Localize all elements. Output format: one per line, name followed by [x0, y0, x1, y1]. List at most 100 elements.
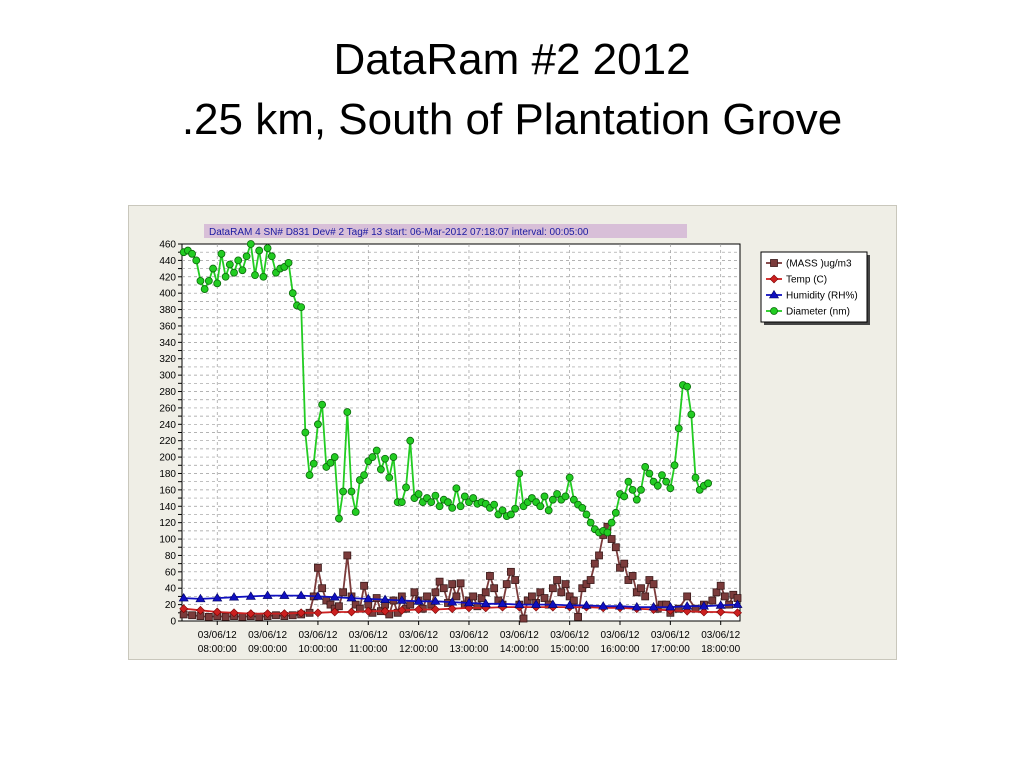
data-point-diameter-nm [628, 485, 637, 494]
data-point-humidity-rh [698, 601, 709, 610]
y-tick-label: 400 [159, 289, 176, 300]
data-point-mass-ug-m3 [674, 604, 683, 613]
data-point-mass-ug-m3 [339, 588, 348, 597]
data-point-humidity-rh [614, 601, 626, 610]
y-tick-label: 40 [165, 584, 177, 595]
legend-group: (MASS )ug/m3 Temp (C) Humidity (RH%) Diamet… [760, 251, 870, 325]
data-point-diameter-nm [347, 487, 356, 496]
y-tick-label: 100 [159, 535, 176, 546]
data-point-diameter-nm [314, 420, 322, 429]
data-point-mass-ug-m3 [435, 577, 444, 586]
data-point-diameter-nm [221, 272, 230, 281]
x-tick-label-time: 16:00:00 [601, 644, 640, 655]
y-tick-label: 0 [170, 617, 176, 628]
y-tick-label: 200 [159, 453, 176, 464]
data-point-humidity-rh [396, 595, 407, 604]
data-point-diameter-nm [469, 494, 478, 502]
dataram-chart: DataRAM 4 SN# D831 Dev# 2 Tag# 13 start:… [159, 224, 870, 655]
data-point-diameter-nm [683, 382, 692, 391]
data-point-diameter-nm [578, 503, 587, 512]
data-point-diameter-nm [632, 495, 641, 504]
data-point-diameter-nm [662, 477, 671, 486]
data-point-temp-c [347, 607, 356, 617]
data-point-humidity-rh [312, 591, 323, 600]
data-point-diameter-nm [372, 446, 381, 455]
data-point-mass-ug-m3 [716, 581, 725, 590]
data-point-temp-c [363, 606, 373, 616]
data-point-temp-c [397, 605, 407, 615]
y-tick-label: 120 [159, 518, 176, 529]
chart-header-text: DataRAM 4 SN# D831 Dev# 2 Tag# 13 start:… [209, 227, 589, 238]
data-point-diameter-nm [406, 436, 415, 445]
data-point-mass-ug-m3 [624, 576, 633, 584]
data-point-diameter-nm [246, 240, 255, 248]
x-tick-label-date: 03/06/12 [500, 630, 539, 641]
data-point-mass-ug-m3 [582, 580, 591, 589]
data-point-humidity-rh [480, 598, 491, 608]
data-point-humidity-rh [346, 592, 357, 602]
x-tick-label-date: 03/06/12 [349, 630, 388, 641]
data-point-mass-ug-m3 [528, 592, 536, 601]
y-tick-label: 340 [159, 338, 176, 349]
data-point-diameter-nm [586, 518, 595, 527]
data-point-mass-ug-m3 [611, 543, 620, 552]
data-point-diameter-nm [548, 495, 557, 504]
data-point-diameter-nm [259, 272, 268, 281]
data-point-temp-c [263, 609, 273, 619]
data-point-diameter-nm [536, 502, 545, 511]
data-point-temp-c [229, 608, 239, 618]
x-tick-label-time: 17:00:00 [651, 644, 690, 655]
data-point-diameter-nm [330, 453, 339, 461]
data-point-diameter-nm [431, 491, 440, 500]
data-point-temp-c [246, 609, 256, 619]
data-point-diameter-nm [641, 463, 650, 471]
chart-header-band [204, 224, 687, 238]
data-point-temp-c [212, 607, 222, 617]
y-tick-label: 320 [159, 354, 176, 365]
data-point-temp-c [733, 608, 742, 618]
data-point-temp-c [196, 605, 205, 615]
data-point-diameter-nm [397, 498, 406, 507]
data-point-diameter-nm [192, 256, 201, 265]
data-point-mass-ug-m3 [406, 600, 415, 609]
data-point-temp-c [716, 607, 726, 617]
data-point-humidity-rh [514, 599, 525, 608]
data-point-diameter-nm [452, 484, 461, 493]
data-point-temp-c [447, 604, 457, 614]
data-point-diameter-nm [620, 492, 629, 501]
data-point-mass-ug-m3 [578, 584, 587, 593]
data-point-mass-ug-m3 [628, 572, 637, 580]
data-point-diameter-nm [569, 495, 578, 504]
data-point-mass-ug-m3 [439, 584, 448, 593]
legend-label-humidity-rh: Humidity (RH%) [786, 291, 858, 302]
legend-label-temp-c: Temp (C) [786, 275, 827, 286]
data-point-humidity-rh [430, 596, 441, 605]
data-point-diameter-nm [448, 503, 457, 512]
data-point-diameter-nm [624, 477, 633, 486]
data-point-mass-ug-m3 [456, 579, 465, 588]
data-point-mass-ug-m3 [452, 592, 461, 601]
data-point-mass-ug-m3 [288, 611, 297, 620]
data-point-mass-ug-m3 [204, 613, 213, 621]
data-point-diameter-nm [565, 473, 574, 482]
data-point-humidity-rh [228, 592, 240, 601]
data-point-diameter-nm [704, 479, 713, 488]
data-point-mass-ug-m3 [569, 596, 578, 605]
y-tick-label: 220 [159, 436, 176, 447]
data-point-humidity-rh [380, 594, 391, 603]
y-tick-label: 80 [165, 551, 177, 562]
data-point-mass-ug-m3 [649, 580, 658, 589]
x-tick-label-time: 15:00:00 [550, 644, 589, 655]
x-tick-label-time: 10:00:00 [298, 644, 337, 655]
data-point-humidity-rh [463, 597, 475, 607]
data-point-temp-c [414, 605, 424, 614]
series-line-temp-c [183, 606, 738, 615]
data-point-mass-ug-m3 [360, 581, 368, 590]
x-tick-label-date: 03/06/12 [450, 630, 489, 641]
series-temp-c [179, 602, 742, 619]
data-point-mass-ug-m3 [645, 576, 654, 584]
x-tick-label-time: 09:00:00 [248, 644, 287, 655]
data-point-mass-ug-m3 [712, 588, 721, 597]
data-point-diameter-nm [305, 471, 314, 480]
data-point-diameter-nm [515, 469, 524, 478]
